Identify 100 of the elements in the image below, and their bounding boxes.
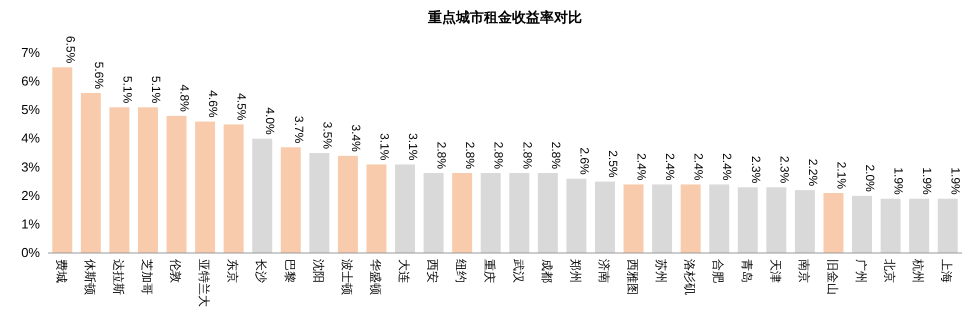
- x-tick-label: 郑州: [568, 259, 582, 283]
- x-tick-label: 纽约: [454, 259, 468, 283]
- x-tick-label: 杭州: [911, 258, 926, 283]
- data-label: 2.3%: [748, 156, 763, 184]
- bar: [566, 178, 586, 253]
- bar: [52, 67, 72, 253]
- bar: [395, 164, 416, 253]
- y-tick-label: 1%: [21, 216, 40, 232]
- data-label: 2.8%: [520, 142, 534, 170]
- x-tick-label: 沈阳: [311, 259, 326, 283]
- x-tick-label: 西雅图: [626, 259, 640, 295]
- x-tick-label: 亚特兰大: [197, 259, 212, 307]
- x-tick-label: 上海: [940, 259, 954, 283]
- bar: [594, 182, 615, 253]
- x-tick-label: 成都: [540, 259, 554, 283]
- bar: [452, 173, 472, 253]
- x-tick-label: 合肥: [711, 259, 726, 283]
- bar: [880, 198, 901, 253]
- x-tick-label: 重庆: [482, 259, 497, 283]
- x-tick-label: 洛杉矶: [682, 259, 697, 295]
- bar: [109, 107, 130, 253]
- data-label: 2.2%: [806, 158, 820, 186]
- x-tick-label: 青岛: [740, 259, 754, 283]
- y-tick-label: 2%: [21, 188, 40, 203]
- data-label: 4.8%: [178, 84, 192, 112]
- data-label: 2.8%: [463, 142, 478, 170]
- y-tick-label: 4%: [21, 130, 40, 146]
- bar: [80, 93, 101, 253]
- x-tick-label: 华盛顿: [368, 259, 382, 295]
- bar: [738, 187, 758, 253]
- bar: [624, 184, 644, 253]
- bar: [138, 107, 158, 253]
- bar: [909, 198, 930, 253]
- data-label: 3.4%: [348, 124, 363, 152]
- data-label: 1.9%: [892, 167, 906, 196]
- x-tick-label: 济南: [596, 259, 611, 283]
- x-tick-label: 东京: [226, 259, 240, 283]
- x-tick-label: 北京: [882, 259, 897, 283]
- data-label: 2.0%: [863, 164, 878, 192]
- data-label: 2.8%: [548, 142, 563, 170]
- data-label: 2.8%: [434, 142, 449, 170]
- bar: [166, 116, 187, 253]
- x-tick-label: 天津: [768, 259, 782, 283]
- data-label: 2.5%: [606, 150, 620, 178]
- bar: [366, 164, 386, 253]
- data-label: 5.1%: [148, 76, 163, 104]
- chart-title: 重点城市租金收益率对比: [427, 9, 582, 25]
- data-label: 2.4%: [692, 153, 706, 181]
- data-label: 5.1%: [120, 76, 134, 104]
- x-tick-label: 南京: [796, 259, 811, 283]
- bar: [938, 198, 958, 253]
- data-label: 4.0%: [263, 107, 278, 136]
- x-tick-label: 波士顿: [340, 259, 354, 295]
- y-tick-label: 7%: [21, 45, 40, 60]
- data-label: 2.4%: [634, 153, 649, 181]
- bar: [195, 122, 216, 253]
- bar: [480, 173, 501, 253]
- bar: [224, 124, 244, 253]
- bar: [424, 173, 444, 253]
- data-label: 3.1%: [406, 133, 420, 161]
- data-label: 2.8%: [492, 142, 506, 170]
- x-tick-label: 苏州: [654, 259, 668, 283]
- bar: [709, 184, 730, 253]
- data-label: 4.6%: [206, 90, 220, 118]
- x-tick-label: 休斯顿: [82, 259, 97, 295]
- data-label: 1.9%: [920, 167, 934, 196]
- bar: [766, 187, 786, 253]
- bar: [852, 196, 872, 253]
- x-tick-label: 伦敦: [168, 259, 183, 283]
- data-label: 1.9%: [948, 167, 963, 196]
- y-tick-label: 0%: [21, 245, 40, 260]
- bar: [309, 153, 330, 253]
- data-label: 6.5%: [63, 36, 78, 64]
- data-label: 4.5%: [234, 93, 249, 121]
- data-label: 2.6%: [577, 147, 592, 176]
- x-tick-label: 长沙: [254, 259, 268, 283]
- y-tick-label: 3%: [21, 159, 40, 174]
- data-label: 3.5%: [320, 122, 334, 150]
- x-tick-label: 广州: [854, 259, 868, 283]
- bar: [652, 184, 672, 253]
- bar: [252, 138, 272, 253]
- bar: [538, 173, 558, 253]
- data-label: 2.4%: [720, 153, 734, 181]
- data-label: 3.7%: [292, 116, 306, 144]
- x-tick-label: 大连: [397, 259, 412, 283]
- bar: [794, 190, 815, 253]
- x-tick-label: 西安: [426, 259, 440, 283]
- data-label: 5.6%: [92, 62, 106, 90]
- bar: [338, 156, 358, 253]
- y-tick-label: 6%: [21, 74, 40, 89]
- data-label: 2.1%: [834, 162, 848, 190]
- x-tick-label: 达拉斯: [111, 259, 126, 295]
- data-label: 2.3%: [777, 156, 792, 184]
- x-tick-label: 巴黎: [282, 259, 297, 283]
- data-label: 2.4%: [663, 153, 678, 181]
- x-tick-label: 芝加哥: [140, 259, 154, 295]
- y-tick-label: 5%: [21, 102, 40, 118]
- bar: [509, 173, 530, 253]
- x-tick-label: 武汉: [511, 259, 526, 283]
- data-label: 3.1%: [377, 133, 392, 161]
